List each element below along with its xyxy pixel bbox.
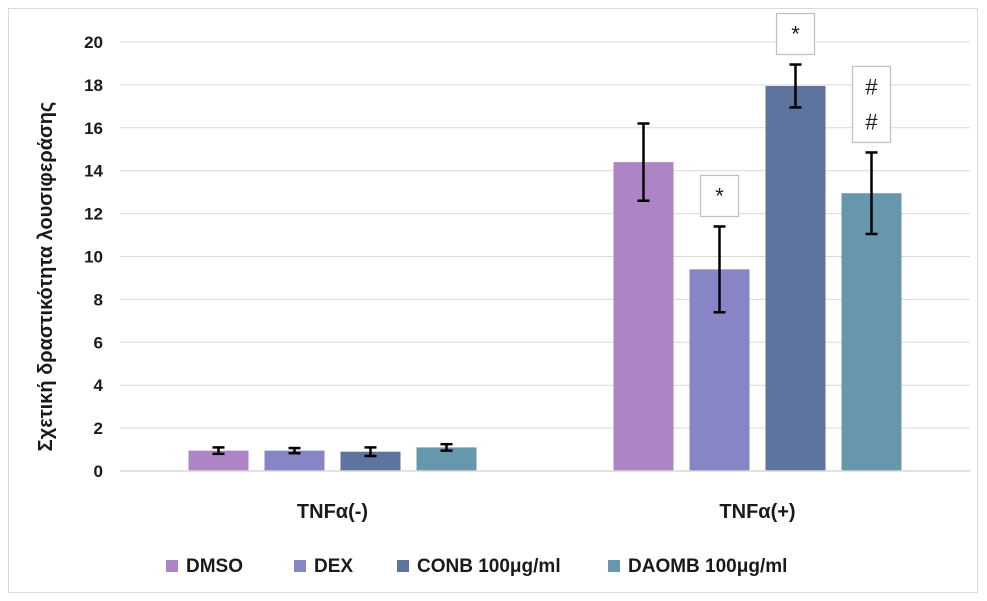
- annotation-label: *: [715, 184, 724, 209]
- legend-swatch: [397, 560, 409, 572]
- annotation-label: *: [791, 22, 800, 47]
- bar: [264, 450, 325, 471]
- y-axis-label: Σχετική δραστικότητα λουσιφεράσης: [35, 102, 57, 452]
- y-tick-label: 20: [84, 33, 103, 52]
- y-tick-label: 12: [84, 205, 103, 224]
- bar: [841, 193, 902, 471]
- x-axis-categories: TNFα(-) TNFα(+): [297, 501, 796, 523]
- y-tick-label: 14: [84, 162, 103, 181]
- y-tick-label: 2: [94, 419, 103, 438]
- legend-swatch: [166, 560, 178, 572]
- bars: [188, 85, 902, 471]
- x-category-label: TNFα(-): [297, 501, 368, 523]
- legend-swatch: [294, 560, 306, 572]
- y-tick-label: 4: [94, 376, 104, 395]
- gridlines: [120, 41, 970, 429]
- annotation-box: [699, 174, 740, 218]
- annotation-box: [775, 12, 816, 56]
- chart-frame: [8, 8, 978, 593]
- y-axis-ticks: 0 2 4 6 8 10 12 14 16 18 20: [84, 33, 103, 481]
- annotation-label: #: [865, 75, 878, 100]
- y-tick-label: 16: [84, 119, 103, 138]
- legend-label: DMSO: [186, 556, 243, 577]
- legend-swatch: [608, 560, 620, 572]
- y-tick-label: 18: [84, 76, 103, 95]
- significance-annotations: * * # #: [699, 12, 892, 218]
- annotation-box: [851, 65, 892, 144]
- y-tick-label: 0: [94, 462, 103, 481]
- legend-label: DAOMB 100μg/ml: [628, 556, 787, 577]
- y-tick-label: 6: [94, 333, 103, 352]
- y-tick-label: 10: [84, 248, 103, 267]
- bar: [416, 447, 477, 471]
- y-tick-label: 8: [94, 290, 103, 309]
- x-category-label: TNFα(+): [719, 501, 795, 523]
- bar: [340, 451, 401, 471]
- legend-label: DEX: [314, 556, 353, 577]
- bar: [765, 85, 826, 471]
- bar: [613, 162, 674, 471]
- legend: DMSO DEX CONB 100μg/ml DAOMB 100μg/ml: [166, 556, 787, 577]
- bar: [188, 450, 249, 471]
- legend-label: CONB 100μg/ml: [417, 556, 561, 577]
- error-bars: [212, 63, 878, 458]
- annotation-label: #: [865, 110, 878, 135]
